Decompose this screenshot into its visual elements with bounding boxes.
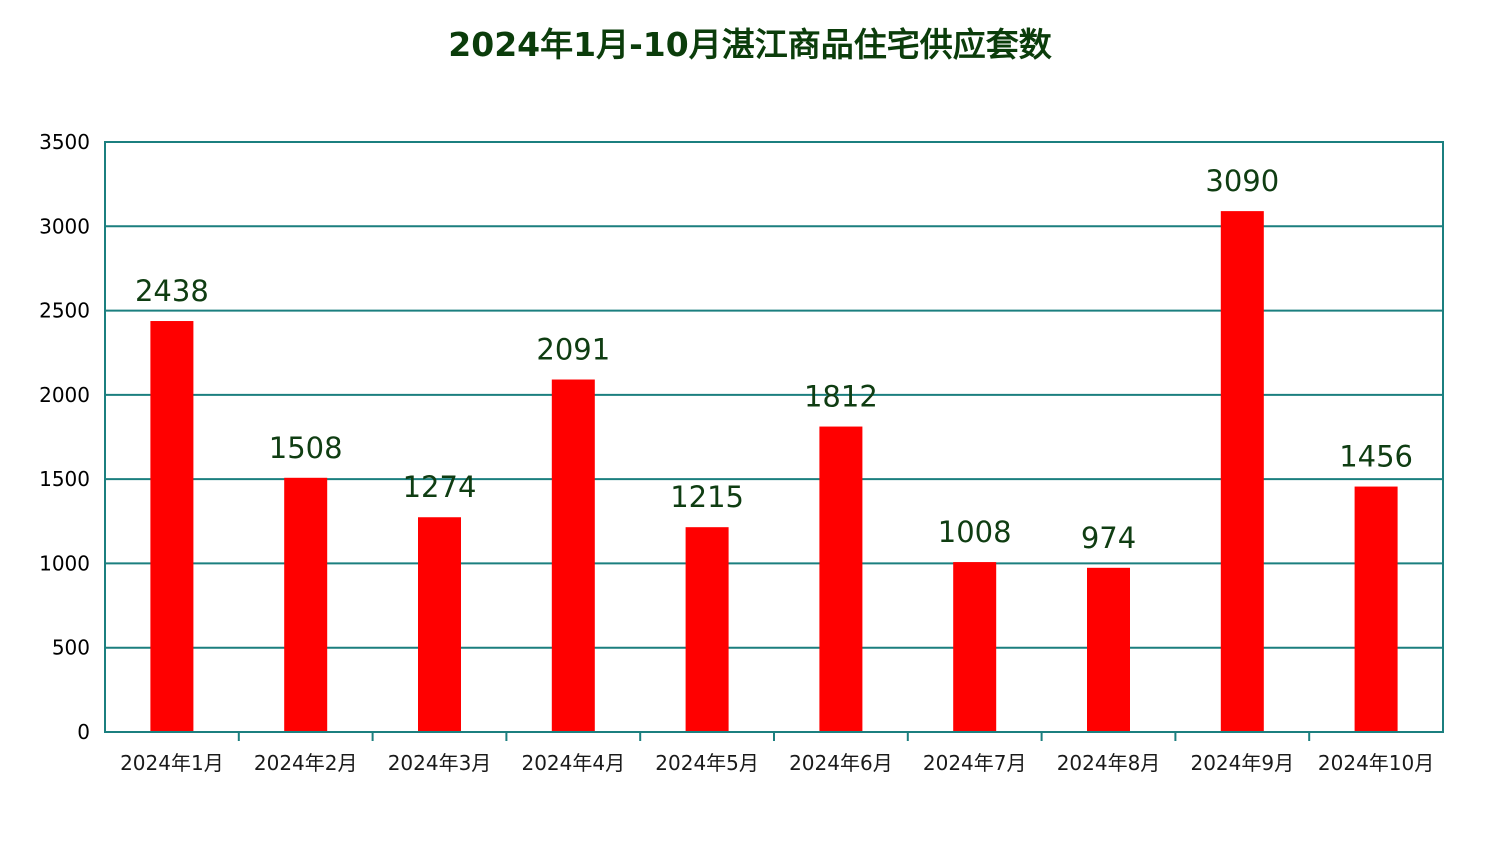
x-tick-label: 2024年9月 [1190, 751, 1294, 775]
x-tick-label: 2024年1月 [120, 751, 224, 775]
x-tick-label: 2024年2月 [254, 751, 358, 775]
bar [819, 426, 863, 732]
x-tick-label: 2024年5月 [655, 751, 759, 775]
x-tick-label: 2024年10月 [1318, 751, 1434, 775]
bar [1220, 211, 1264, 733]
x-tick-label: 2024年4月 [521, 751, 625, 775]
bar [150, 321, 194, 732]
y-tick-label: 0 [77, 720, 90, 744]
y-tick-label: 1500 [39, 467, 90, 491]
chart-title: 2024年1月-10月湛江商品住宅供应套数 [448, 25, 1052, 64]
y-tick-labels: 0 500 1000 1500 2000 2500 3000 3500 [39, 130, 90, 744]
data-label: 1508 [269, 431, 343, 465]
y-tick-label: 2500 [39, 299, 90, 323]
data-label: 3090 [1205, 164, 1279, 198]
bar [1354, 486, 1398, 732]
data-label: 974 [1081, 521, 1136, 555]
bar [551, 379, 595, 732]
axes [104, 141, 1444, 741]
y-tick-label: 3000 [39, 214, 90, 238]
data-labels: 2438 1508 1274 2091 1215 1812 1008 974 3090 1456 [135, 164, 1413, 555]
x-tick-label: 2024年3月 [388, 751, 492, 775]
data-label: 1812 [804, 380, 878, 414]
data-label: 1008 [938, 515, 1012, 549]
data-label: 1456 [1339, 440, 1413, 474]
data-label: 2438 [135, 274, 209, 308]
bar [953, 562, 997, 732]
x-tick-label: 2024年7月 [923, 751, 1027, 775]
y-tick-label: 2000 [39, 383, 90, 407]
x-tick-label: 2024年6月 [789, 751, 893, 775]
y-tick-label: 3500 [39, 130, 90, 154]
bar [418, 517, 461, 732]
bar [284, 477, 328, 732]
data-label: 2091 [536, 333, 610, 367]
data-label: 1274 [403, 470, 477, 504]
x-tick-labels: 2024年1月 2024年2月 2024年3月 2024年4月 2024年5月 2024年… [120, 751, 1434, 775]
bar [1087, 567, 1130, 732]
y-tick-label: 500 [52, 636, 90, 660]
bar [685, 527, 729, 732]
bars [150, 211, 1398, 733]
x-tick-label: 2024年8月 [1057, 751, 1161, 775]
y-tick-label: 1000 [39, 551, 90, 575]
data-label: 1215 [670, 480, 744, 514]
